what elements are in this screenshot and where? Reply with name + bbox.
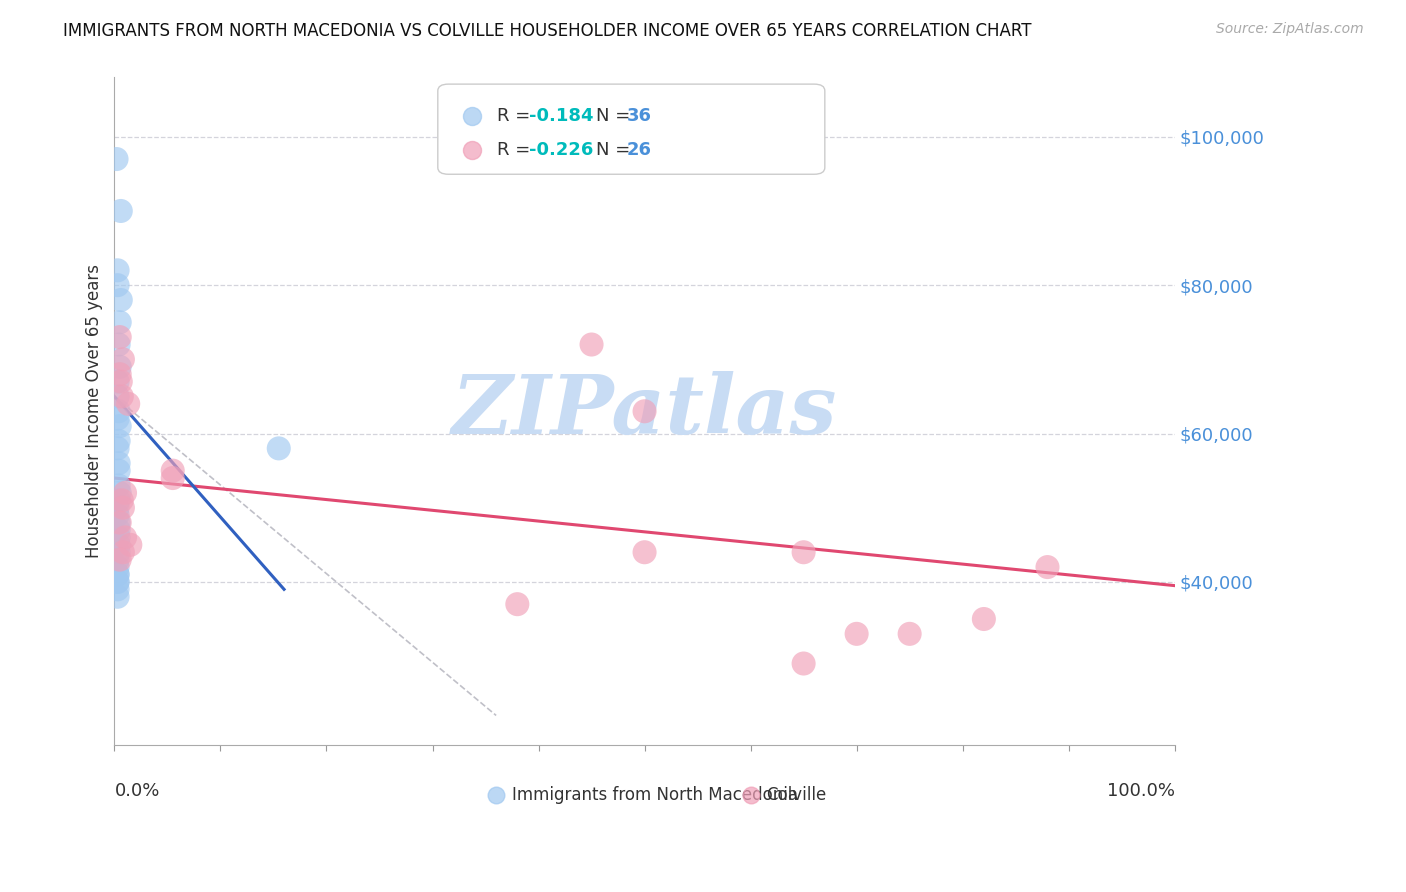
Text: 26: 26 xyxy=(627,141,651,159)
Point xyxy=(111,389,134,403)
Point xyxy=(107,560,129,574)
Text: 36: 36 xyxy=(627,107,651,125)
Point xyxy=(107,478,129,492)
Point xyxy=(107,590,129,604)
Point xyxy=(107,375,129,389)
Point xyxy=(162,471,184,485)
Point xyxy=(105,152,128,166)
Point xyxy=(110,204,132,219)
Point xyxy=(107,493,129,508)
Point xyxy=(107,538,129,552)
Point xyxy=(111,545,134,559)
Text: R =: R = xyxy=(498,107,536,125)
Point xyxy=(110,375,132,389)
Point xyxy=(111,352,134,367)
Point xyxy=(107,404,129,418)
Point xyxy=(633,404,655,418)
Text: -0.184: -0.184 xyxy=(529,107,593,125)
Point xyxy=(267,442,290,456)
Point xyxy=(110,293,132,307)
FancyBboxPatch shape xyxy=(437,84,825,174)
Point xyxy=(107,545,129,559)
Text: N =: N = xyxy=(596,141,636,159)
Point xyxy=(120,538,142,552)
Point xyxy=(898,627,921,641)
Point xyxy=(107,516,129,530)
Point xyxy=(107,574,129,589)
Point xyxy=(107,582,129,597)
Point xyxy=(1036,560,1059,574)
Point xyxy=(845,627,868,641)
Point xyxy=(633,545,655,559)
Point xyxy=(114,530,136,544)
Point xyxy=(108,419,131,434)
Text: -0.226: -0.226 xyxy=(529,141,593,159)
Point xyxy=(108,315,131,329)
Point xyxy=(107,434,129,448)
Y-axis label: Householder Income Over 65 years: Householder Income Over 65 years xyxy=(86,264,103,558)
Point xyxy=(107,523,129,537)
Point xyxy=(108,516,131,530)
Point xyxy=(117,397,139,411)
Text: IMMIGRANTS FROM NORTH MACEDONIA VS COLVILLE HOUSEHOLDER INCOME OVER 65 YEARS COR: IMMIGRANTS FROM NORTH MACEDONIA VS COLVI… xyxy=(63,22,1032,40)
Point xyxy=(107,337,129,351)
Point xyxy=(107,567,129,582)
Point xyxy=(108,367,131,381)
Point xyxy=(107,456,129,470)
Point xyxy=(107,552,129,566)
Point xyxy=(107,278,129,293)
Point xyxy=(107,567,129,582)
Point xyxy=(107,530,129,544)
Point xyxy=(107,574,129,589)
Text: 100.0%: 100.0% xyxy=(1107,782,1175,800)
Point xyxy=(108,486,131,500)
Point xyxy=(108,330,131,344)
Text: Source: ZipAtlas.com: Source: ZipAtlas.com xyxy=(1216,22,1364,37)
Text: Immigrants from North Macedonia: Immigrants from North Macedonia xyxy=(512,786,799,805)
Text: Colville: Colville xyxy=(766,786,827,805)
Point xyxy=(107,508,129,523)
Point xyxy=(793,545,815,559)
Point xyxy=(108,359,131,374)
Point xyxy=(506,597,529,611)
Point xyxy=(107,389,129,403)
Text: R =: R = xyxy=(498,141,536,159)
Point xyxy=(107,263,129,277)
Point xyxy=(973,612,995,626)
Point xyxy=(581,337,603,351)
Text: N =: N = xyxy=(596,107,636,125)
Point xyxy=(111,500,134,515)
Point xyxy=(111,493,134,508)
Point xyxy=(107,500,129,515)
Point xyxy=(114,486,136,500)
Point xyxy=(793,657,815,671)
Point xyxy=(107,411,129,425)
Text: 0.0%: 0.0% xyxy=(114,782,160,800)
Point xyxy=(107,442,129,456)
Point xyxy=(107,464,129,478)
Point xyxy=(162,464,184,478)
Point xyxy=(108,552,131,566)
Text: ZIPatlas: ZIPatlas xyxy=(451,371,838,451)
